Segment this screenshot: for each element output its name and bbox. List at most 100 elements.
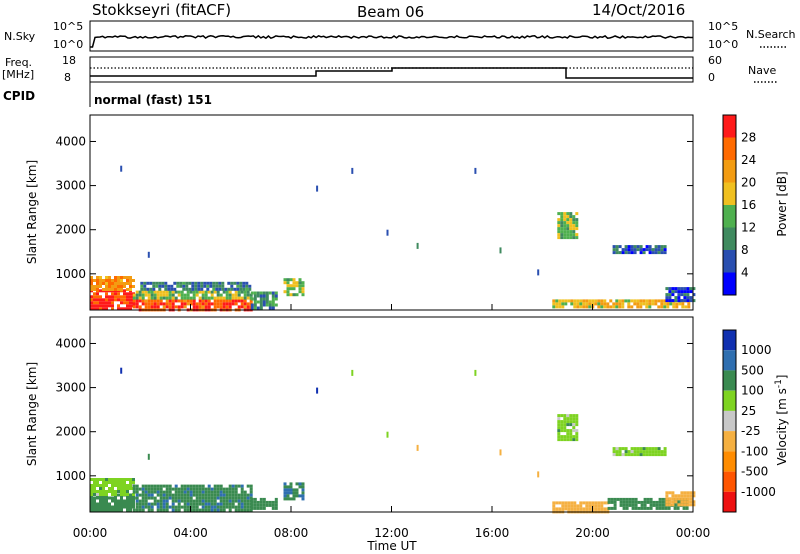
power-cell [152, 284, 156, 288]
power-cell [591, 302, 595, 306]
velocity-cell [231, 496, 235, 500]
velocity-cell [135, 496, 139, 500]
power-cell [645, 299, 649, 303]
power-cell [96, 276, 99, 279]
power-cell [671, 287, 675, 291]
power-cell [575, 224, 579, 228]
freq-label: Freq. [5, 56, 32, 69]
power-cell [681, 302, 685, 306]
velocity-cell [637, 500, 641, 504]
velocity-cell [642, 447, 646, 451]
power-cell [174, 305, 178, 309]
time-axis: 00:00 04:00 08:00 12:00 16:00 20:00 00:00 [73, 304, 710, 540]
power-cell [231, 302, 235, 306]
velocity-cell [186, 484, 190, 488]
power-cell [569, 212, 573, 216]
velocity-cell [661, 497, 665, 501]
power-cell [93, 295, 96, 299]
power-cell [243, 290, 247, 294]
velocity-cell [289, 485, 293, 489]
nsky-label: N.Sky [4, 30, 36, 43]
velocity-cell [174, 484, 178, 488]
velocity-cell [576, 507, 580, 511]
velocity-cell [171, 508, 175, 512]
velocity-cell [120, 496, 123, 500]
power-cell [233, 287, 237, 291]
velocity-cell [246, 499, 250, 503]
velocity-cell [105, 496, 108, 500]
velocity-cell [246, 493, 250, 497]
power-cell [195, 290, 199, 294]
power-cell [627, 305, 631, 309]
velocity-cell [123, 478, 126, 481]
velocity-cell [132, 496, 136, 500]
power-cell [180, 305, 184, 309]
velocity-cell [204, 490, 208, 494]
power-cell [566, 224, 570, 228]
power-cell [201, 296, 205, 300]
velocity-cell [168, 484, 172, 488]
velocity-cell [621, 453, 625, 457]
power-cell [570, 302, 574, 306]
power-cell [170, 287, 174, 291]
power-cell [566, 230, 570, 234]
power-cell [216, 290, 220, 294]
velocity-cell [265, 500, 269, 504]
power-cell [250, 303, 254, 307]
power-cell [692, 299, 696, 303]
power-cell [156, 305, 160, 309]
velocity-cell [141, 484, 145, 488]
velocity-cell [613, 497, 617, 501]
velocity-cell [674, 497, 678, 501]
velocity-cell [228, 490, 232, 494]
velocity-cell [228, 493, 232, 497]
power-cell [102, 288, 105, 291]
velocity-cell [676, 500, 680, 504]
power-cell [143, 281, 147, 285]
power-cell [298, 284, 302, 288]
power-cell [668, 293, 672, 297]
power-cell [218, 281, 222, 285]
power-cell [93, 285, 96, 288]
power-cell [683, 299, 687, 303]
velocity-cell [165, 502, 169, 506]
power-cell [183, 299, 187, 303]
velocity-cell [180, 490, 184, 494]
velocity-cell [120, 502, 123, 506]
velocity-cell [129, 493, 132, 497]
velocity-cell [144, 487, 148, 491]
power-cell [298, 278, 302, 282]
power-cell [93, 298, 96, 302]
power-cell [108, 295, 111, 299]
velocity-cell [147, 505, 151, 509]
velocity-cell [231, 487, 235, 491]
velocity-cell [665, 497, 669, 501]
velocity-cell [117, 505, 120, 509]
power-cell [253, 294, 257, 298]
power-colorbar-tick: 28 [741, 131, 756, 145]
velocity-cell [156, 493, 160, 497]
velocity-cell [558, 501, 562, 505]
power-cell [192, 296, 196, 300]
velocity-cell [256, 506, 260, 510]
power-cell [669, 302, 673, 306]
velocity-cell [201, 487, 205, 491]
power-cell [292, 293, 296, 297]
velocity-cell [114, 478, 117, 481]
velocity-cell [618, 453, 622, 457]
velocity-cell [189, 493, 193, 497]
power-cell [253, 303, 257, 307]
power-cell [153, 302, 157, 306]
power-cell [237, 290, 241, 294]
power-cell [615, 305, 619, 309]
velocity-cell [686, 494, 690, 498]
power-cell [648, 245, 652, 249]
power-cell [182, 281, 186, 285]
velocity-cell [195, 490, 199, 494]
velocity-cell [207, 487, 211, 491]
velocity-cell [168, 487, 172, 491]
power-cell [597, 299, 601, 303]
velocity-cell [630, 450, 634, 454]
xtick-label: 20:00 [575, 526, 610, 540]
